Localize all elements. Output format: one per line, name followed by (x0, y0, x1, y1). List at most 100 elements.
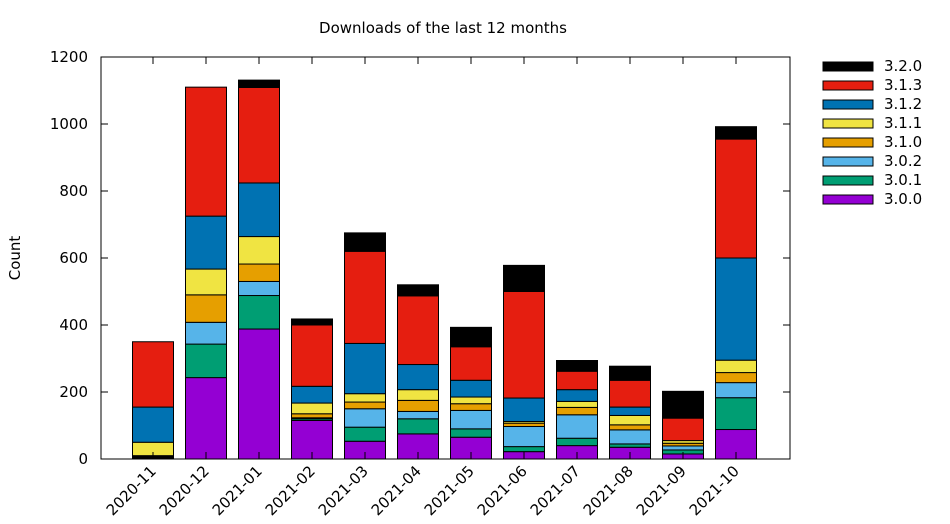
bar-segment (397, 364, 439, 391)
legend-swatch (822, 80, 874, 91)
bar-segment (238, 328, 280, 460)
bar-segment (344, 393, 386, 403)
bar-segment (344, 401, 386, 410)
y-tick-label: 1000 (50, 115, 88, 133)
bar-segment (715, 359, 757, 374)
y-tick-label: 1200 (50, 48, 88, 66)
x-tick-label: 2021-02 (262, 462, 319, 519)
bar-segment (609, 424, 651, 431)
bar-segment (715, 138, 757, 259)
bar-segment (344, 250, 386, 344)
bar-segment (556, 414, 598, 439)
bar-segment (556, 400, 598, 408)
legend-label: 3.2.0 (884, 57, 922, 75)
bar-segment (503, 426, 545, 448)
y-tick-label: 800 (59, 182, 88, 200)
legend-swatch (822, 156, 874, 167)
bar-segment (450, 379, 492, 398)
y-tick-label: 0 (78, 450, 88, 468)
legend-swatch (822, 194, 874, 205)
bar-segment (715, 372, 757, 384)
legend-label: 3.0.0 (884, 190, 922, 208)
bar-segment (238, 295, 280, 330)
bar-segment (185, 86, 227, 217)
bar-segment (450, 396, 492, 405)
bar-segment (291, 318, 333, 326)
bar-segment (344, 342, 386, 395)
bar-segment (397, 410, 439, 420)
legend-label: 3.0.1 (884, 171, 922, 189)
bar-segment (238, 280, 280, 297)
bar-segment (238, 79, 280, 88)
bar-segment (609, 414, 651, 426)
legend-label: 3.1.1 (884, 114, 922, 132)
bar-segment (503, 264, 545, 292)
x-tick-label: 2021-04 (368, 462, 425, 519)
x-tick-label: 2021-09 (633, 462, 690, 519)
bar-segment (609, 443, 651, 448)
bar-segment (503, 446, 545, 453)
legend-swatch (822, 137, 874, 148)
legend: 3.2.03.1.33.1.23.1.13.1.03.0.23.0.13.0.0 (822, 57, 922, 208)
x-tick-label: 2020-12 (156, 462, 213, 519)
x-tick-label: 2021-06 (474, 462, 531, 519)
bar-segment (185, 215, 227, 270)
bar-segment (397, 418, 439, 435)
bar-segment (291, 402, 333, 415)
x-tick-label: 2020-11 (103, 462, 160, 519)
bar-segment (503, 397, 545, 422)
x-tick-label: 2021-05 (421, 462, 478, 519)
bar-segment (715, 257, 757, 361)
bar-segment (609, 365, 651, 381)
bar-segment (238, 236, 280, 265)
legend-label: 3.0.2 (884, 152, 922, 170)
y-tick-label: 400 (59, 316, 88, 334)
bar-segment (185, 268, 227, 296)
bar-segment (185, 343, 227, 379)
x-tick-label: 2021-07 (527, 462, 584, 519)
legend-label: 3.1.3 (884, 76, 922, 94)
legend-label: 3.1.2 (884, 95, 922, 113)
bar-segment (450, 409, 492, 430)
x-tick-label: 2021-01 (209, 462, 266, 519)
bar-segment (662, 417, 704, 442)
bar-segment (609, 379, 651, 408)
bar-segment (397, 295, 439, 366)
bar-segment (397, 389, 439, 401)
bar-segment (609, 429, 651, 445)
legend-swatch (822, 175, 874, 186)
bar-segment (662, 445, 704, 451)
bar-segment (503, 291, 545, 399)
bar-segment (450, 403, 492, 411)
legend-swatch (822, 61, 874, 72)
bar-segment (291, 324, 333, 387)
y-tick-label: 600 (59, 249, 88, 267)
bar-segment (185, 294, 227, 323)
bar-segment (556, 406, 598, 416)
x-tick-label: 2021-08 (580, 462, 637, 519)
bar-segment (132, 341, 174, 408)
bar-segment (344, 408, 386, 428)
bar-segment (450, 428, 492, 438)
y-axis-label: Count (6, 236, 24, 281)
bar-segment (238, 86, 280, 184)
bar-segment (397, 284, 439, 297)
bar-segment (238, 182, 280, 238)
chart-title: Downloads of the last 12 months (319, 19, 567, 37)
bar-segment (556, 389, 598, 402)
bar-segment (715, 397, 757, 431)
bar-segment (397, 399, 439, 412)
y-ticks-layer: 0 200 400 600 800 1000 1200 (50, 48, 790, 468)
bar-segment (609, 406, 651, 416)
bar-segment (344, 426, 386, 442)
bar-segment (185, 321, 227, 345)
legend-label: 3.1.0 (884, 133, 922, 151)
bars-layer (132, 79, 757, 460)
x-tick-label: 2021-10 (686, 462, 743, 519)
y-tick-label: 200 (59, 383, 88, 401)
bar-segment (715, 126, 757, 140)
bar-segment (450, 346, 492, 381)
bar-segment (132, 406, 174, 443)
